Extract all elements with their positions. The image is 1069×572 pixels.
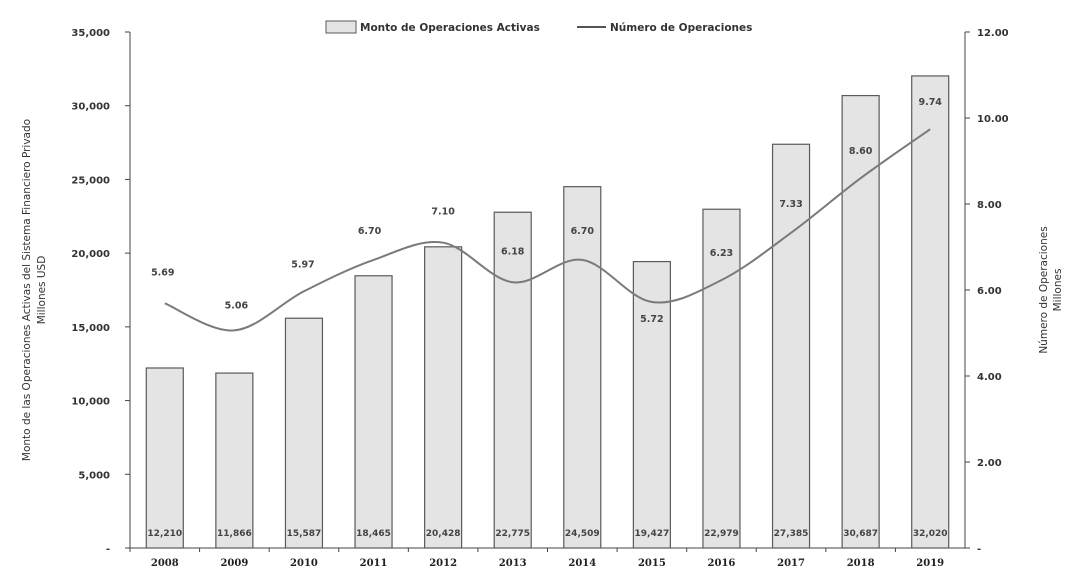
legend-line-label: Número de Operaciones bbox=[610, 22, 752, 34]
y-left-tick-label: 5,000 bbox=[78, 470, 110, 481]
y-left-tick-label: - bbox=[106, 544, 110, 555]
legend-bar-label: Monto de Operaciones Activas bbox=[360, 22, 540, 34]
x-tick-label: 2015 bbox=[638, 558, 666, 569]
y-left-title-line1: Monto de las Operaciones Activas del Sis… bbox=[21, 119, 33, 461]
bar bbox=[493, 211, 532, 549]
y-right-tick-label: 2.00 bbox=[977, 458, 1002, 469]
y-right-tick-label: - bbox=[977, 544, 981, 555]
y-left-tick-label: 20,000 bbox=[71, 249, 110, 260]
line-value-label: 6.18 bbox=[501, 246, 525, 257]
bar bbox=[841, 94, 880, 549]
line-value-label: 5.97 bbox=[291, 259, 314, 270]
x-tick-label: 2019 bbox=[916, 558, 944, 569]
data-labels: 12,210 11,866 15,587 18,465 20,428 22,775 24,5… bbox=[147, 97, 947, 539]
y-right-tick-label: 8.00 bbox=[977, 200, 1002, 211]
y-right-axis-title: Número de Operaciones Millones bbox=[1038, 226, 1064, 353]
bar-value-label: 32,020 bbox=[913, 529, 948, 539]
bar bbox=[424, 246, 463, 549]
bar-value-label: 11,866 bbox=[217, 529, 252, 539]
y-right-title-line1: Número de Operaciones bbox=[1038, 226, 1050, 353]
y-left-title-line2: Millones USD bbox=[36, 256, 48, 325]
x-tick-label: 2011 bbox=[360, 558, 388, 569]
line-value-label: 7.10 bbox=[431, 207, 455, 218]
bar-value-label: 22,775 bbox=[495, 529, 530, 539]
y-right-tick-label: 12.00 bbox=[977, 28, 1009, 39]
bar bbox=[284, 317, 324, 549]
x-tick-label: 2013 bbox=[499, 558, 527, 569]
y-left-tick-label: 35,000 bbox=[71, 28, 110, 39]
x-tick-label: 2009 bbox=[220, 558, 248, 569]
x-tick-label: 2012 bbox=[429, 558, 457, 569]
x-tick-label: 2016 bbox=[708, 558, 736, 569]
bar bbox=[215, 372, 254, 549]
line-value-label: 5.69 bbox=[151, 267, 174, 278]
y-left-tick-label: 10,000 bbox=[71, 397, 110, 408]
bar-value-label: 19,427 bbox=[635, 529, 670, 539]
bar-value-label: 27,385 bbox=[774, 529, 809, 539]
y-right-tick-label: 10.00 bbox=[977, 114, 1009, 125]
line-value-label: 7.33 bbox=[779, 199, 802, 210]
legend-bar-swatch bbox=[325, 20, 357, 34]
bar-value-label: 30,687 bbox=[843, 529, 878, 539]
axes: - 5,000 10,000 15,000 20,000 25,000 30,000 35,0… bbox=[71, 28, 1008, 569]
y-left-tick-label: 15,000 bbox=[71, 323, 110, 334]
bar bbox=[702, 208, 741, 549]
line-value-label: 6.70 bbox=[571, 226, 595, 237]
bar-value-label: 24,509 bbox=[565, 529, 600, 539]
x-tick-label: 2018 bbox=[847, 558, 875, 569]
line-value-label: 9.74 bbox=[918, 97, 942, 108]
y-right-tick-label: 6.00 bbox=[977, 286, 1002, 297]
line-series bbox=[164, 128, 931, 332]
bar-value-label: 22,979 bbox=[704, 529, 739, 539]
bar bbox=[145, 367, 184, 549]
bar bbox=[563, 186, 602, 549]
line-value-label: 6.23 bbox=[710, 248, 733, 259]
x-tick-label: 2008 bbox=[151, 558, 179, 569]
y-left-tick-label: 30,000 bbox=[71, 102, 110, 113]
bar bbox=[632, 260, 671, 549]
x-tick-label: 2017 bbox=[777, 558, 805, 569]
legend: Monto de Operaciones Activas Número de O… bbox=[325, 20, 752, 34]
bar-value-label: 20,428 bbox=[426, 529, 461, 539]
bars bbox=[145, 75, 950, 549]
line-value-label: 6.70 bbox=[358, 226, 382, 237]
bar bbox=[354, 275, 393, 549]
x-tick-label: 2010 bbox=[290, 558, 318, 569]
y-right-tick-label: 4.00 bbox=[977, 372, 1002, 383]
line-value-label: 8.60 bbox=[849, 146, 873, 157]
bar-value-label: 12,210 bbox=[147, 529, 182, 539]
x-tick-label: 2014 bbox=[568, 558, 596, 569]
y-right-title-line2: Millones bbox=[1052, 269, 1064, 312]
series-line bbox=[164, 128, 931, 332]
y-left-tick-label: 25,000 bbox=[71, 175, 110, 186]
bar-value-label: 15,587 bbox=[287, 529, 322, 539]
y-left-axis-title: Monto de las Operaciones Activas del Sis… bbox=[21, 119, 48, 461]
line-value-label: 5.06 bbox=[225, 300, 249, 311]
bar-value-label: 18,465 bbox=[356, 529, 391, 539]
bar bbox=[911, 75, 950, 549]
line-value-label: 5.72 bbox=[640, 314, 663, 325]
bar bbox=[771, 143, 811, 549]
